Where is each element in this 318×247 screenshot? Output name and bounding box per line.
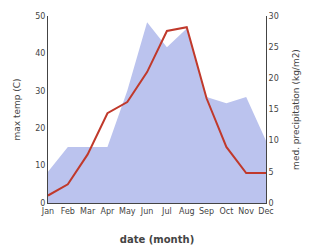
- svg-text:Jan: Jan: [41, 207, 54, 216]
- svg-text:30: 30: [35, 87, 45, 96]
- svg-text:Oct: Oct: [219, 207, 233, 216]
- svg-text:date (month): date (month): [120, 234, 194, 245]
- svg-text:25: 25: [269, 43, 279, 52]
- svg-text:40: 40: [35, 49, 45, 58]
- svg-text:15: 15: [269, 105, 279, 114]
- svg-text:med. precipitation (kg/m2): med. precipitation (kg/m2): [291, 49, 301, 170]
- svg-text:5: 5: [269, 168, 274, 177]
- svg-text:May: May: [119, 207, 136, 216]
- svg-text:0: 0: [40, 199, 45, 208]
- svg-text:50: 50: [35, 12, 45, 21]
- svg-text:Apr: Apr: [101, 207, 116, 216]
- svg-text:Mar: Mar: [80, 207, 96, 216]
- svg-text:Feb: Feb: [61, 207, 75, 216]
- svg-text:Jul: Jul: [161, 207, 172, 216]
- svg-text:Aug: Aug: [179, 207, 195, 216]
- svg-text:30: 30: [269, 12, 279, 21]
- svg-text:20: 20: [269, 74, 279, 83]
- svg-text:Jun: Jun: [140, 207, 154, 216]
- svg-text:10: 10: [269, 136, 279, 145]
- svg-text:Dec: Dec: [258, 207, 273, 216]
- svg-text:20: 20: [35, 124, 45, 133]
- svg-text:Sep: Sep: [199, 207, 214, 216]
- svg-text:max temp (C): max temp (C): [12, 78, 22, 140]
- svg-text:Nov: Nov: [238, 207, 254, 216]
- svg-text:10: 10: [35, 161, 45, 170]
- svg-text:0: 0: [269, 199, 274, 208]
